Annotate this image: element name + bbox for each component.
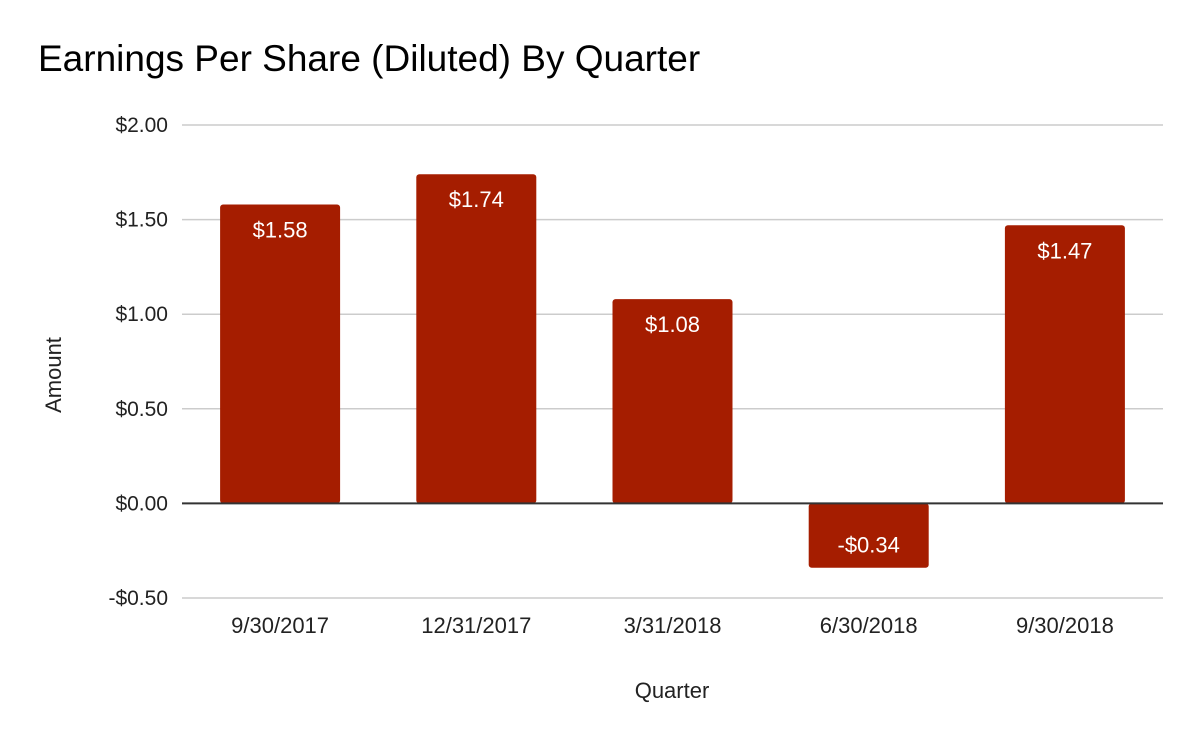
x-tick-labels: 9/30/2017 12/31/2017 3/31/2018 6/30/2018 9/3… (231, 613, 1114, 638)
bar (808, 503, 929, 568)
x-tick-label: 6/30/2018 (820, 613, 918, 638)
x-tick-label: 9/30/2017 (231, 613, 329, 638)
bar (416, 174, 537, 504)
y-tick-label: $0.50 (115, 398, 168, 421)
x-tick-label: 12/31/2017 (421, 613, 531, 638)
y-tick-label: $1.00 (115, 303, 168, 326)
bars (220, 174, 1125, 568)
bar-value-labels: $1.58 $1.74 $1.08 -$0.34 $1.47 (253, 187, 1093, 558)
y-tick-label: $2.00 (115, 114, 168, 137)
y-axis-title: Amount (41, 337, 66, 413)
bar-value-label: $1.47 (1037, 238, 1092, 263)
y-tick-label: $0.00 (115, 492, 168, 515)
chart-title: Earnings Per Share (Diluted) By Quarter (38, 38, 701, 79)
y-tick-label: $1.50 (115, 209, 168, 232)
bar (612, 299, 733, 504)
x-tick-label: 3/31/2018 (624, 613, 722, 638)
y-tick-label: -$0.50 (108, 587, 168, 610)
bar (220, 204, 341, 504)
bar-value-label: $1.58 (253, 217, 308, 242)
x-tick-label: 9/30/2018 (1016, 613, 1114, 638)
bar-value-label: $1.74 (449, 187, 504, 212)
bar-value-label: $1.08 (645, 312, 700, 337)
bar (1004, 225, 1125, 504)
bar-value-label: -$0.34 (838, 533, 900, 558)
y-tick-labels: -$0.50 $0.00 $0.50 $1.00 $1.50 $2.00 (108, 114, 168, 610)
x-axis-title: Quarter (635, 678, 710, 703)
